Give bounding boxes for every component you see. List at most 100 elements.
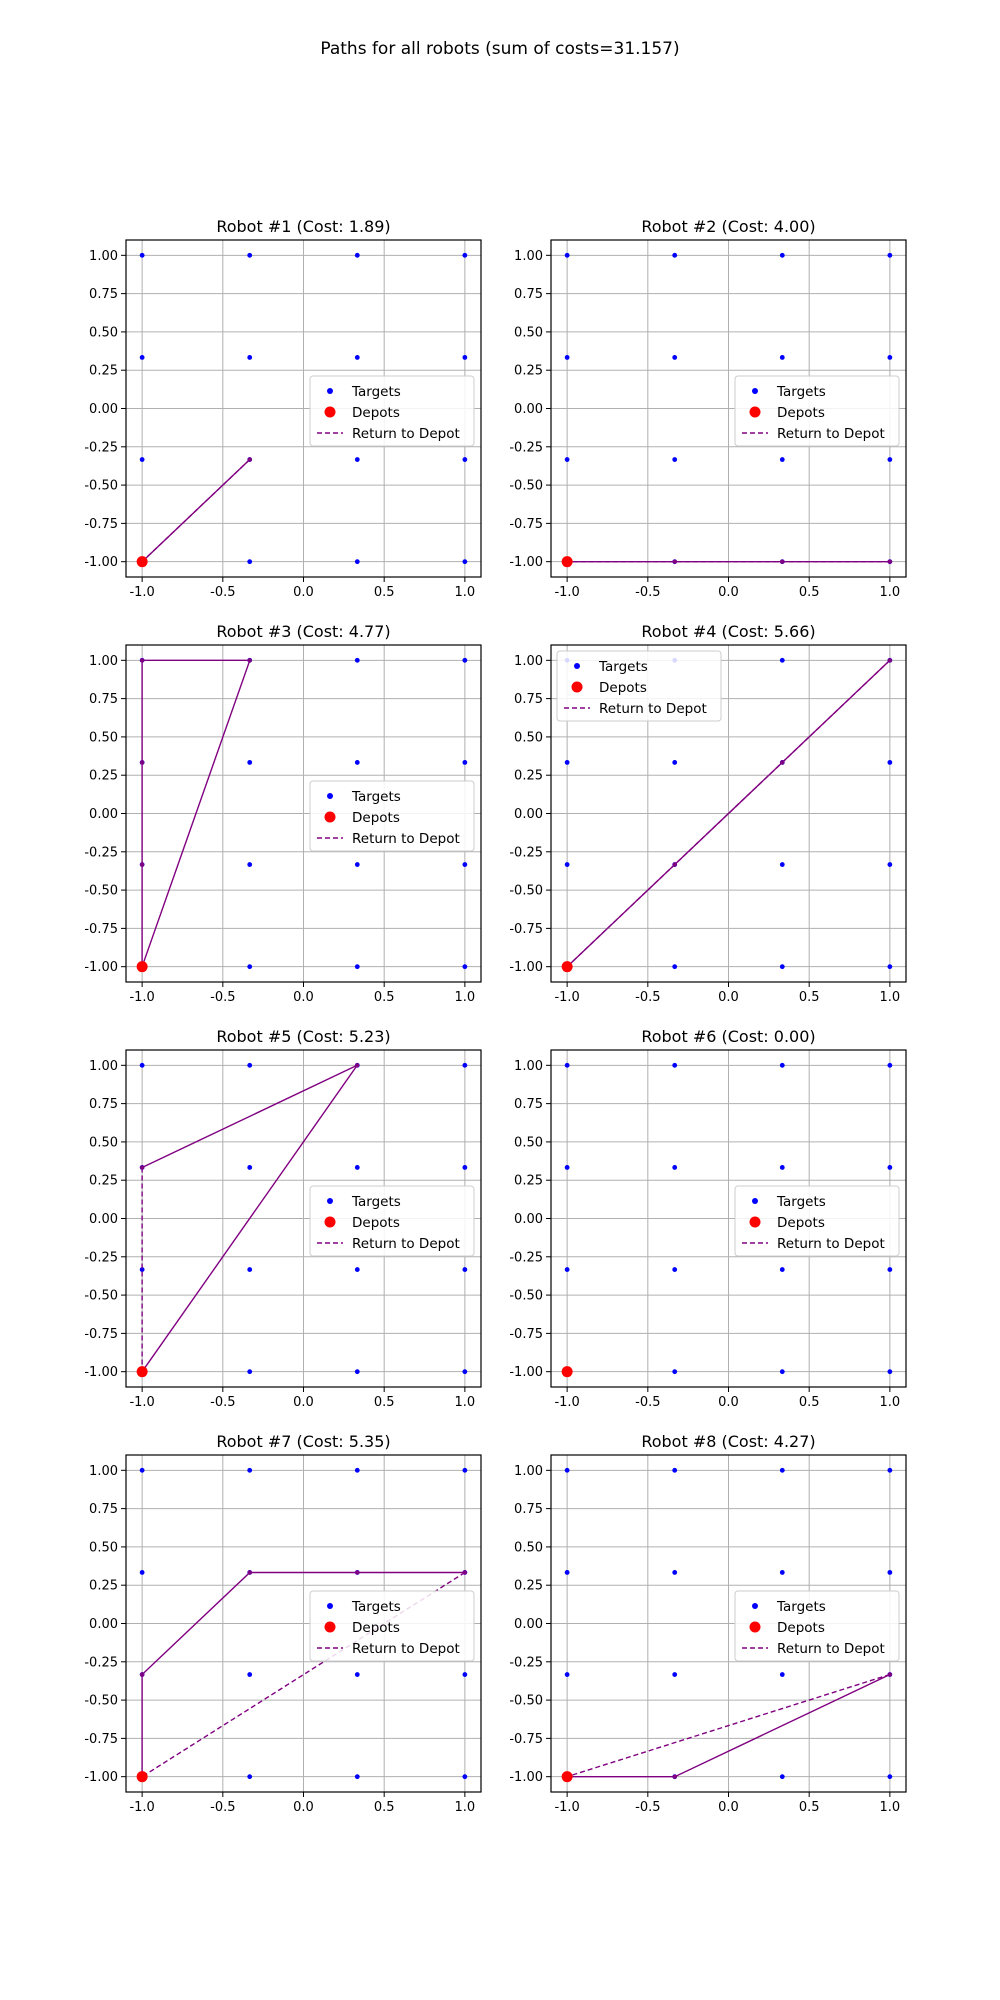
depot-point xyxy=(136,1771,148,1783)
y-tick-label: -0.25 xyxy=(84,1250,118,1265)
y-tick-label: 0.75 xyxy=(514,1097,543,1112)
robot-panel-4: Robot #4 (Cost: 5.66) -1.0 -0.5 0.0 0.5 1.0 1.… xyxy=(509,622,907,1005)
axes-frame xyxy=(550,1454,907,1793)
y-tick-label: -0.50 xyxy=(509,884,543,899)
target-point xyxy=(354,862,360,867)
legend: Targets Depots Return to Depot xyxy=(734,1185,900,1257)
y-tick-label: -0.75 xyxy=(84,922,118,937)
target-point xyxy=(139,355,145,360)
target-point xyxy=(462,657,468,663)
y-tick-label: 0.50 xyxy=(514,730,543,745)
y-tick-label: 0.00 xyxy=(514,1212,543,1227)
x-tick-label: 0.5 xyxy=(799,585,820,600)
legend-targets-label: Targets xyxy=(598,659,648,675)
path-vertex xyxy=(247,1570,252,1575)
y-tick-label: -0.75 xyxy=(509,1327,543,1342)
target-point xyxy=(247,1369,253,1375)
target-point xyxy=(247,760,253,765)
panel-title: Robot #6 (Cost: 0.00) xyxy=(641,1027,815,1046)
depot-point xyxy=(136,1366,148,1378)
legend-return-label: Return to Depot xyxy=(599,701,707,717)
y-tick-label: -0.75 xyxy=(509,922,543,937)
y-tick-label: 0.00 xyxy=(89,807,118,822)
target-point xyxy=(564,1467,570,1473)
target-point xyxy=(672,964,678,970)
legend-box xyxy=(556,650,722,722)
target-point xyxy=(462,1369,468,1375)
target-point xyxy=(564,862,570,867)
legend-return-label: Return to Depot xyxy=(777,1236,885,1252)
target-point xyxy=(672,1570,678,1575)
target-point xyxy=(354,1774,360,1780)
robot-panel-7: Robot #7 (Cost: 5.35) -1.0 -0.5 0.0 0.5 1.0 1.… xyxy=(84,1432,482,1815)
legend: Targets Depots Return to Depot xyxy=(556,650,722,722)
robot-panel-3: Robot #3 (Cost: 4.77) -1.0 -0.5 0.0 0.5 1.0 1.… xyxy=(84,622,482,1005)
target-point xyxy=(247,1165,253,1170)
target-point xyxy=(672,760,678,765)
legend-targets-label: Targets xyxy=(776,1194,826,1210)
target-point xyxy=(887,1774,893,1780)
y-tick-label: -0.50 xyxy=(84,1289,118,1304)
target-point xyxy=(672,1267,678,1272)
target-point xyxy=(139,1267,145,1272)
target-point xyxy=(887,862,893,867)
target-point xyxy=(462,355,468,360)
y-tick-label: 0.00 xyxy=(514,807,543,822)
depot-point xyxy=(136,556,148,568)
legend: Targets Depots Return to Depot xyxy=(309,780,475,852)
depot-point xyxy=(561,1366,573,1378)
target-point xyxy=(779,1774,785,1780)
target-point xyxy=(354,559,360,565)
y-tick-label: 1.00 xyxy=(89,249,118,264)
y-tick-label: 0.25 xyxy=(89,1579,118,1594)
y-tick-label: 0.00 xyxy=(89,1617,118,1632)
robot-panel-8: Robot #8 (Cost: 4.27) -1.0 -0.5 0.0 0.5 1.0 1.… xyxy=(509,1432,907,1815)
x-tick-label: 0.5 xyxy=(374,1800,395,1815)
legend-box xyxy=(734,375,900,447)
panel-title: Robot #7 (Cost: 5.35) xyxy=(216,1432,390,1451)
legend-targets-marker xyxy=(327,1198,333,1204)
y-tick-label: 0.25 xyxy=(89,769,118,784)
target-point xyxy=(354,457,360,462)
x-tick-label: 0.0 xyxy=(718,990,739,1005)
target-point xyxy=(672,457,678,462)
y-tick-label: -0.50 xyxy=(509,1694,543,1709)
y-tick-label: 0.50 xyxy=(514,1540,543,1555)
legend-depots-marker xyxy=(749,1216,761,1228)
y-tick-label: -0.25 xyxy=(509,440,543,455)
target-point xyxy=(462,1062,468,1068)
legend-return-label: Return to Depot xyxy=(352,1641,460,1657)
y-tick-label: -0.75 xyxy=(84,1732,118,1747)
legend-depots-marker xyxy=(324,811,336,823)
legend: Targets Depots Return to Depot xyxy=(734,1590,900,1662)
y-tick-label: 0.00 xyxy=(514,402,543,417)
target-point xyxy=(887,964,893,970)
panel-title: Robot #3 (Cost: 4.77) xyxy=(216,622,390,641)
y-tick-label: 0.75 xyxy=(89,287,118,302)
legend-depots-label: Depots xyxy=(352,405,400,421)
y-tick-label: 1.00 xyxy=(89,1059,118,1074)
legend-depots-label: Depots xyxy=(352,810,400,826)
target-point xyxy=(779,252,785,258)
x-tick-label: 0.5 xyxy=(374,990,395,1005)
legend-targets-marker xyxy=(327,388,333,394)
legend-targets-label: Targets xyxy=(776,384,826,400)
path-vertex xyxy=(672,1774,677,1779)
panel-title: Robot #4 (Cost: 5.66) xyxy=(641,622,815,641)
target-point xyxy=(564,252,570,258)
target-point xyxy=(564,1062,570,1068)
x-tick-label: -1.0 xyxy=(554,990,579,1005)
target-point xyxy=(139,1467,145,1473)
x-tick-label: 0.0 xyxy=(293,585,314,600)
legend-box xyxy=(309,1590,475,1662)
legend: Targets Depots Return to Depot xyxy=(309,1590,475,1662)
legend-targets-label: Targets xyxy=(351,1194,401,1210)
y-tick-label: 0.50 xyxy=(89,730,118,745)
target-point xyxy=(354,355,360,360)
target-point xyxy=(564,1570,570,1575)
legend-targets-marker xyxy=(327,1603,333,1609)
y-tick-label: -0.50 xyxy=(84,884,118,899)
y-tick-label: 0.75 xyxy=(89,1097,118,1112)
target-point xyxy=(887,1369,893,1375)
y-tick-label: 0.75 xyxy=(89,692,118,707)
